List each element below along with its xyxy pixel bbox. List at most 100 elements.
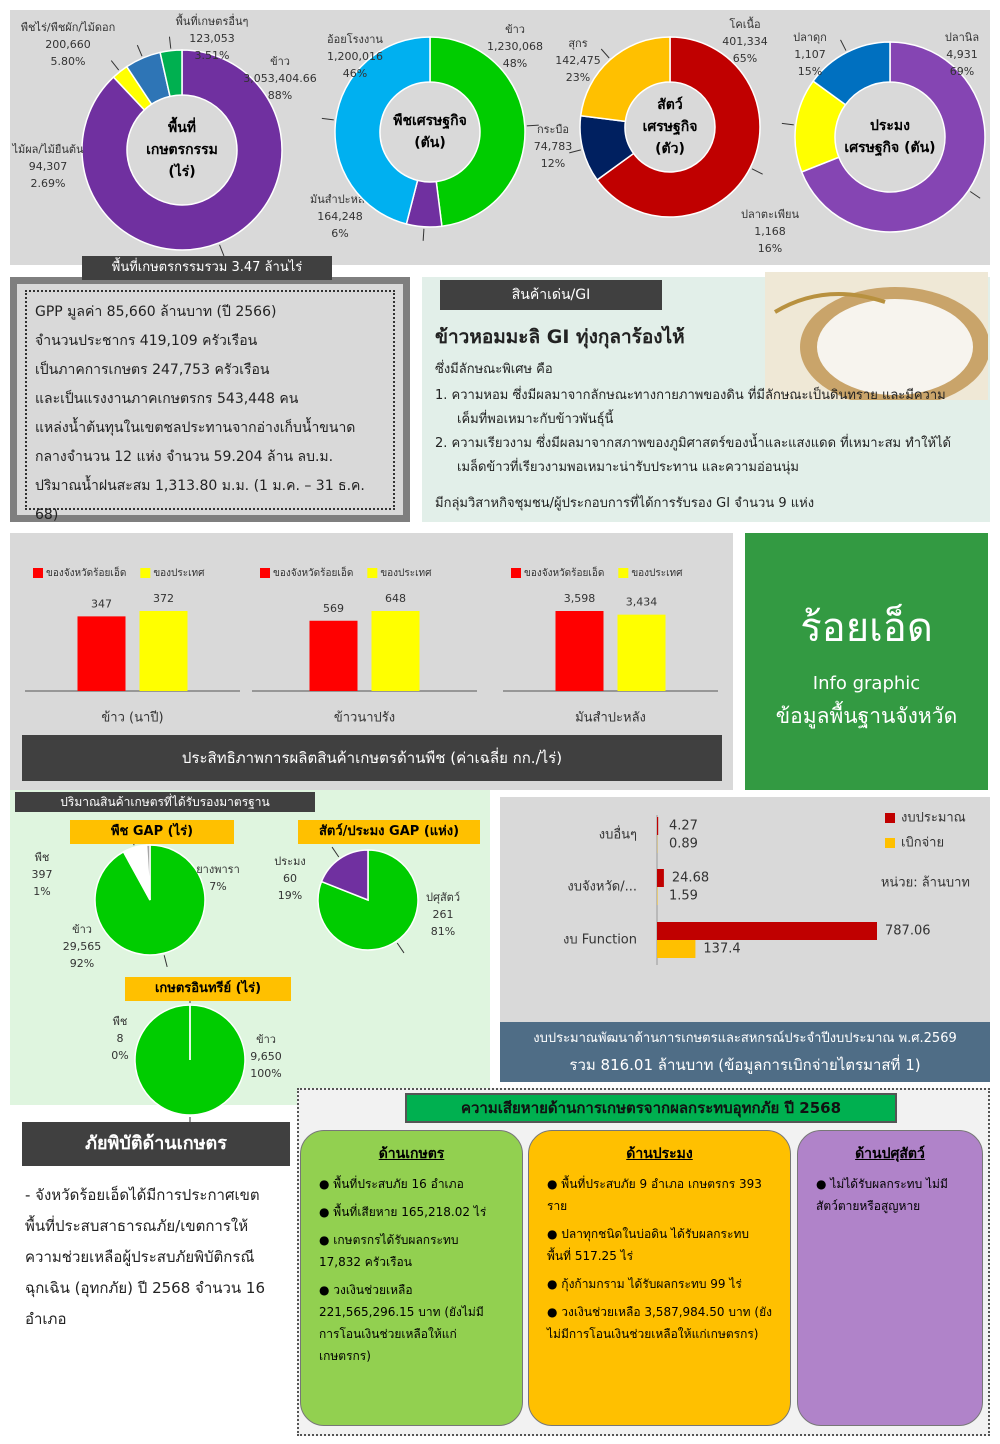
slice-label: พืช	[35, 851, 50, 864]
y-tick-label: งบ Function	[563, 933, 637, 948]
leader-line	[110, 60, 120, 71]
slice-percent: 100%	[250, 1067, 281, 1080]
slice-percent: 23%	[566, 71, 590, 84]
slice-percent: 88%	[268, 89, 292, 102]
slice-label: ข้าว	[505, 23, 525, 36]
pie-title: เกษตรอินทรีย์ (ไร่)	[125, 977, 291, 1001]
gi-item: 2. ความเรียวงาม ซึ่งมีผลมาจากสภาพของภูมิ…	[435, 436, 951, 475]
flood-item: พื้นที่ประสบภัย 16 อำเภอ	[319, 1173, 504, 1195]
slice-percent: 16%	[758, 242, 782, 255]
stat-line: และเป็นแรงงานภาคเกษตรกร 543,448 คน	[35, 391, 299, 407]
value-label: 24.68	[672, 871, 709, 886]
slice-percent: 0%	[111, 1049, 128, 1062]
slice-percent: 2.69%	[31, 177, 66, 190]
leader-line	[163, 955, 168, 967]
stat-line: เป็นภาคการเกษตร 247,753 ครัวเรือน	[35, 362, 270, 378]
slice-label: ปลาดุก	[793, 31, 827, 44]
stats-box: GPP มูลค่า 85,660 ล้านบาท (ปี 2566) จำนวน…	[25, 290, 395, 523]
gi-items: 1. ความหอม ซึ่งมีผลมาจากลักษณะทางกายภาพข…	[435, 384, 955, 480]
slice	[812, 41, 891, 106]
value-label: 137.4	[703, 942, 740, 957]
slice	[145, 844, 151, 901]
stat-line: กลางจำนวน 12 แห่ง จำนวน 59.204 ล้าน ลบ.ม…	[35, 449, 334, 465]
slice-percent: 81%	[431, 925, 455, 938]
gi-intro: ซึ่งมีลักษณะพิเศษ คือ	[435, 362, 553, 377]
slice-label: พืช	[113, 1015, 128, 1028]
slice	[159, 49, 183, 98]
legend-swatch	[885, 838, 895, 848]
budget-caption: งบประมาณพัฒนาด้านการเกษตรและสหกรณ์ประจำป…	[500, 1022, 990, 1082]
legend-swatch	[511, 568, 521, 578]
bar	[555, 611, 604, 691]
slice-label: ยางพารา	[196, 863, 240, 876]
leader-line	[396, 942, 405, 954]
value-label: 4.27	[669, 819, 698, 834]
pie-title: พืช GAP (ไร่)	[70, 820, 234, 844]
slice-label: ข้าว	[72, 923, 92, 936]
leader-line	[168, 36, 172, 49]
flood-column-title: ด้านประมง	[626, 1146, 693, 1162]
legend-label: ของจังหวัดร้อยเอ็ด	[46, 565, 126, 579]
slice-label: พืชไร่/พืชผัก/ไม้ดอก	[21, 21, 116, 34]
slice-amount: 9,650	[250, 1050, 282, 1063]
slice-percent: 12%	[541, 157, 565, 170]
legend-label: ของจังหวัดร้อยเอ็ด	[273, 565, 353, 579]
gi-tab: สินค้าเด่น/GI	[440, 280, 662, 310]
slice-amount: 4,931	[946, 48, 978, 61]
flood-items: พื้นที่ประสบภัย 16 อำเภอพื้นที่เสียหาย 1…	[319, 1173, 504, 1367]
slice	[429, 36, 526, 228]
slice-amount: 164,248	[317, 210, 363, 223]
bar	[657, 922, 877, 940]
value-label: 648	[385, 592, 406, 605]
value-label: 1.59	[669, 889, 698, 904]
legend-swatch	[885, 813, 895, 823]
province-panel: ร้อยเอ็ด Info graphic ข้อมูลพื้นฐานจังหว…	[745, 533, 988, 790]
legend-label: ของจังหวัดร้อยเอ็ด	[524, 565, 604, 579]
legend-label: เบิกจ่าย	[901, 836, 944, 851]
slice-percent: 1%	[33, 885, 50, 898]
y-tick-label: งบจังหวัด/...	[567, 880, 637, 895]
slice-percent: 3.51%	[195, 49, 230, 62]
stat-line: ปริมาณน้ำฝนสะสม 1,313.80 ม.ม. (1 ม.ค. – …	[35, 478, 365, 523]
slice-amount: 74,783	[534, 140, 573, 153]
donut-title: ประมงเศรษฐกิจ (ตัน)	[844, 118, 936, 156]
slice-percent: 69%	[950, 65, 974, 78]
leader-line	[600, 48, 610, 59]
slice-amount: 1,230,068	[487, 40, 543, 53]
value-label: 3,598	[564, 592, 596, 605]
province-tagline: ข้อมูลพื้นฐานจังหวัด	[775, 704, 958, 728]
slice	[800, 41, 986, 233]
rice-image	[765, 272, 988, 400]
rice-illustration	[773, 287, 988, 400]
legend-swatch	[140, 568, 151, 578]
leader-line	[219, 244, 225, 257]
flood-item: พื้นที่เสียหาย 165,218.02 ไร่	[319, 1201, 504, 1223]
slice-amount: 261	[433, 908, 454, 921]
slice-label: ประมง	[274, 855, 305, 868]
slice-label: ปศุสัตว์	[426, 891, 460, 904]
unit-note: หน่วย: ล้านบาท	[881, 876, 970, 891]
stat-line: แหล่งน้ำต้นทุนในเขตชลประทานจากอ่างเก็บน้…	[35, 420, 356, 436]
slice-amount: 200,660	[45, 38, 91, 51]
legend-label: ของประเทศ	[380, 568, 432, 579]
flood-item: ไม่ได้รับผลกระทบ ไม่มีสัตว์ตายหรือสูญหาย	[816, 1173, 964, 1217]
x-tick-label: มันสำปะหลัง	[575, 711, 646, 726]
slice-amount: 3,053,404.66	[243, 72, 316, 85]
province-subtitle: Info graphic	[812, 673, 921, 694]
pie-title: สัตว์/ประมง GAP (แห่ง)	[298, 820, 480, 844]
slice-amount: 401,334	[722, 35, 768, 48]
slice-percent: 7%	[209, 880, 226, 893]
gi-title: ข้าวหอมมะลิ GI ทุ่งกุลาร้องไห้	[435, 326, 685, 348]
slice-label: ข้าว	[256, 1033, 276, 1046]
slice-label: อ้อยโรงงาน	[327, 32, 383, 46]
flood-item: วงเงินช่วยเหลือ 221,565,296.15 บาท (ยังไ…	[319, 1279, 504, 1367]
bar	[309, 620, 358, 691]
x-tick-label: ข้าวนาปรัง	[334, 711, 395, 726]
donut-title: พืชเศรษฐกิจ (ตัน)	[393, 113, 467, 151]
gi-footer: มีกลุ่มวิสาหกิจชุมชน/ผู้ประกอบการที่ได้ก…	[435, 496, 815, 511]
slice	[596, 36, 761, 218]
leader-line	[840, 39, 847, 51]
leader-line	[331, 846, 340, 858]
budget-panel	[500, 797, 990, 1022]
